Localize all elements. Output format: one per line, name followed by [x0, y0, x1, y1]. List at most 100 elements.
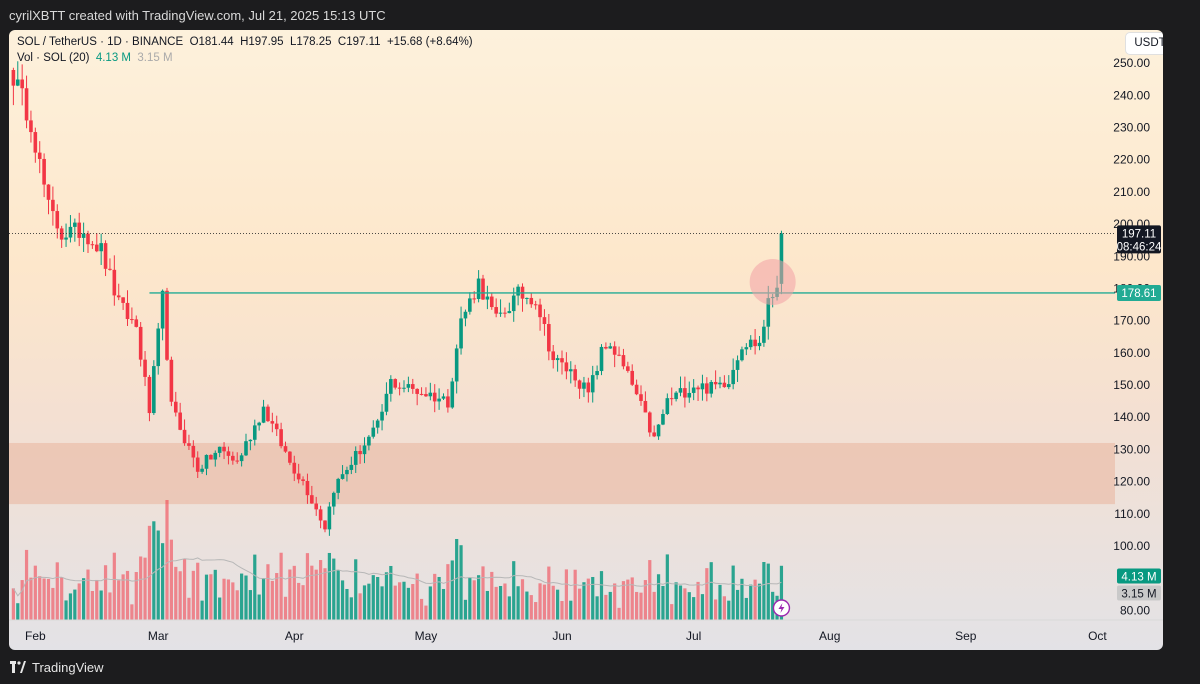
candle-body: [42, 158, 46, 185]
volume-bar: [389, 565, 393, 620]
volume-bar: [152, 521, 156, 620]
volume-bar: [468, 577, 472, 620]
price-tick-label: 230.00: [1113, 121, 1150, 135]
candle-body: [257, 422, 261, 426]
volume-bar: [283, 596, 288, 620]
volume-ma-badge-text: 3.15 M: [1121, 589, 1156, 601]
volume-bar: [46, 578, 51, 620]
candle-body: [459, 318, 463, 349]
volume-bar: [569, 600, 573, 620]
volume-bar: [459, 545, 463, 620]
volume-bar: [463, 599, 468, 620]
currency-button[interactable]: USDT: [1125, 32, 1163, 55]
candle-body: [630, 370, 635, 385]
volume-bar: [604, 594, 608, 620]
candle-body: [406, 384, 411, 388]
volume-bar: [687, 592, 691, 620]
candle-body: [266, 406, 270, 422]
volume-bar: [248, 590, 252, 620]
legend-close: C197.11: [337, 36, 381, 48]
candle-body: [314, 503, 319, 510]
candle-body: [37, 152, 42, 159]
volume-bar: [718, 584, 722, 620]
candle-body: [748, 339, 753, 348]
volume-bar: [516, 586, 520, 620]
candle-body: [590, 375, 595, 393]
volume-bar: [626, 579, 630, 620]
volume-bar: [358, 593, 362, 620]
volume-bar: [709, 562, 713, 620]
candle-body: [437, 398, 441, 402]
volume-bar: [556, 589, 560, 620]
candle-body: [121, 297, 125, 303]
volume-bar: [367, 583, 371, 620]
volume-bar: [520, 579, 525, 620]
volume-bar: [617, 607, 621, 620]
candle-body: [99, 243, 103, 252]
candle-body: [463, 311, 468, 319]
volume-bar: [24, 549, 29, 620]
volume-bar: [714, 599, 718, 620]
volume-bar: [340, 580, 345, 620]
volume-bar: [218, 597, 222, 620]
volume-bar: [577, 588, 582, 620]
volume-bar: [613, 583, 617, 620]
candle-body: [402, 387, 406, 389]
legend-symbol[interactable]: SOL / TetherUS · 1D · BINANCE: [17, 36, 184, 48]
legend-vol-label[interactable]: Vol · SOL (20): [17, 52, 90, 64]
chart-frame[interactable]: 250.00 240.00 230.00 220.00 210.00 200.00 190.…: [9, 30, 1163, 650]
volume-bar: [731, 565, 735, 620]
volume-bar: [77, 583, 81, 620]
volume-bar: [692, 597, 696, 620]
volume-bar: [591, 576, 595, 620]
candle-body: [779, 233, 784, 284]
volume-bar: [95, 579, 99, 620]
candle-body: [450, 381, 455, 408]
candle-body: [68, 226, 73, 238]
volume-ma-line: [12, 557, 782, 597]
volume-bar: [319, 560, 323, 620]
time-tick-label: Feb: [25, 629, 46, 643]
candle-body: [687, 392, 692, 398]
volume-bar: [490, 571, 494, 620]
volume-bar: [393, 585, 397, 620]
volume-bar: [156, 530, 160, 620]
volume-bar: [60, 577, 64, 620]
volume-bar: [661, 585, 665, 620]
price-tick-label: 80.00: [1120, 603, 1150, 617]
candle-body: [384, 393, 389, 412]
volume-bar: [771, 591, 775, 620]
volume-bar: [165, 500, 169, 620]
candle-body: [270, 421, 275, 424]
candle-body: [292, 462, 297, 474]
volume-bar: [301, 585, 305, 620]
price-tick-label: 210.00: [1113, 185, 1150, 199]
volume-bar: [161, 543, 165, 620]
price-tick-label: 160.00: [1113, 346, 1150, 360]
volume-bar: [82, 578, 86, 620]
footer-brand: TradingView: [32, 660, 104, 675]
candle-body: [33, 132, 38, 153]
time-tick-label: May: [415, 629, 438, 643]
candle-body: [472, 298, 477, 300]
volume-bar: [354, 559, 358, 620]
candle-body: [94, 244, 99, 252]
volume-bar: [90, 590, 94, 620]
candle-body: [661, 414, 665, 425]
volume-bar: [582, 582, 586, 620]
candle-body: [525, 297, 529, 299]
candle-body: [389, 379, 393, 394]
volume-bar: [635, 591, 639, 620]
candle-body: [516, 286, 520, 296]
price-chart[interactable]: 250.00240.00230.00220.00210.00200.00190.…: [9, 30, 1163, 650]
volume-bar: [235, 590, 239, 620]
candle-body: [626, 366, 630, 371]
volume-bar: [727, 600, 731, 620]
volume-bar: [441, 588, 446, 620]
volume-bar: [134, 572, 138, 620]
candle-body: [182, 429, 187, 444]
candle-body: [489, 296, 494, 308]
candle-body: [331, 492, 336, 507]
volume-bar: [108, 592, 112, 620]
volume-bar: [376, 577, 380, 620]
